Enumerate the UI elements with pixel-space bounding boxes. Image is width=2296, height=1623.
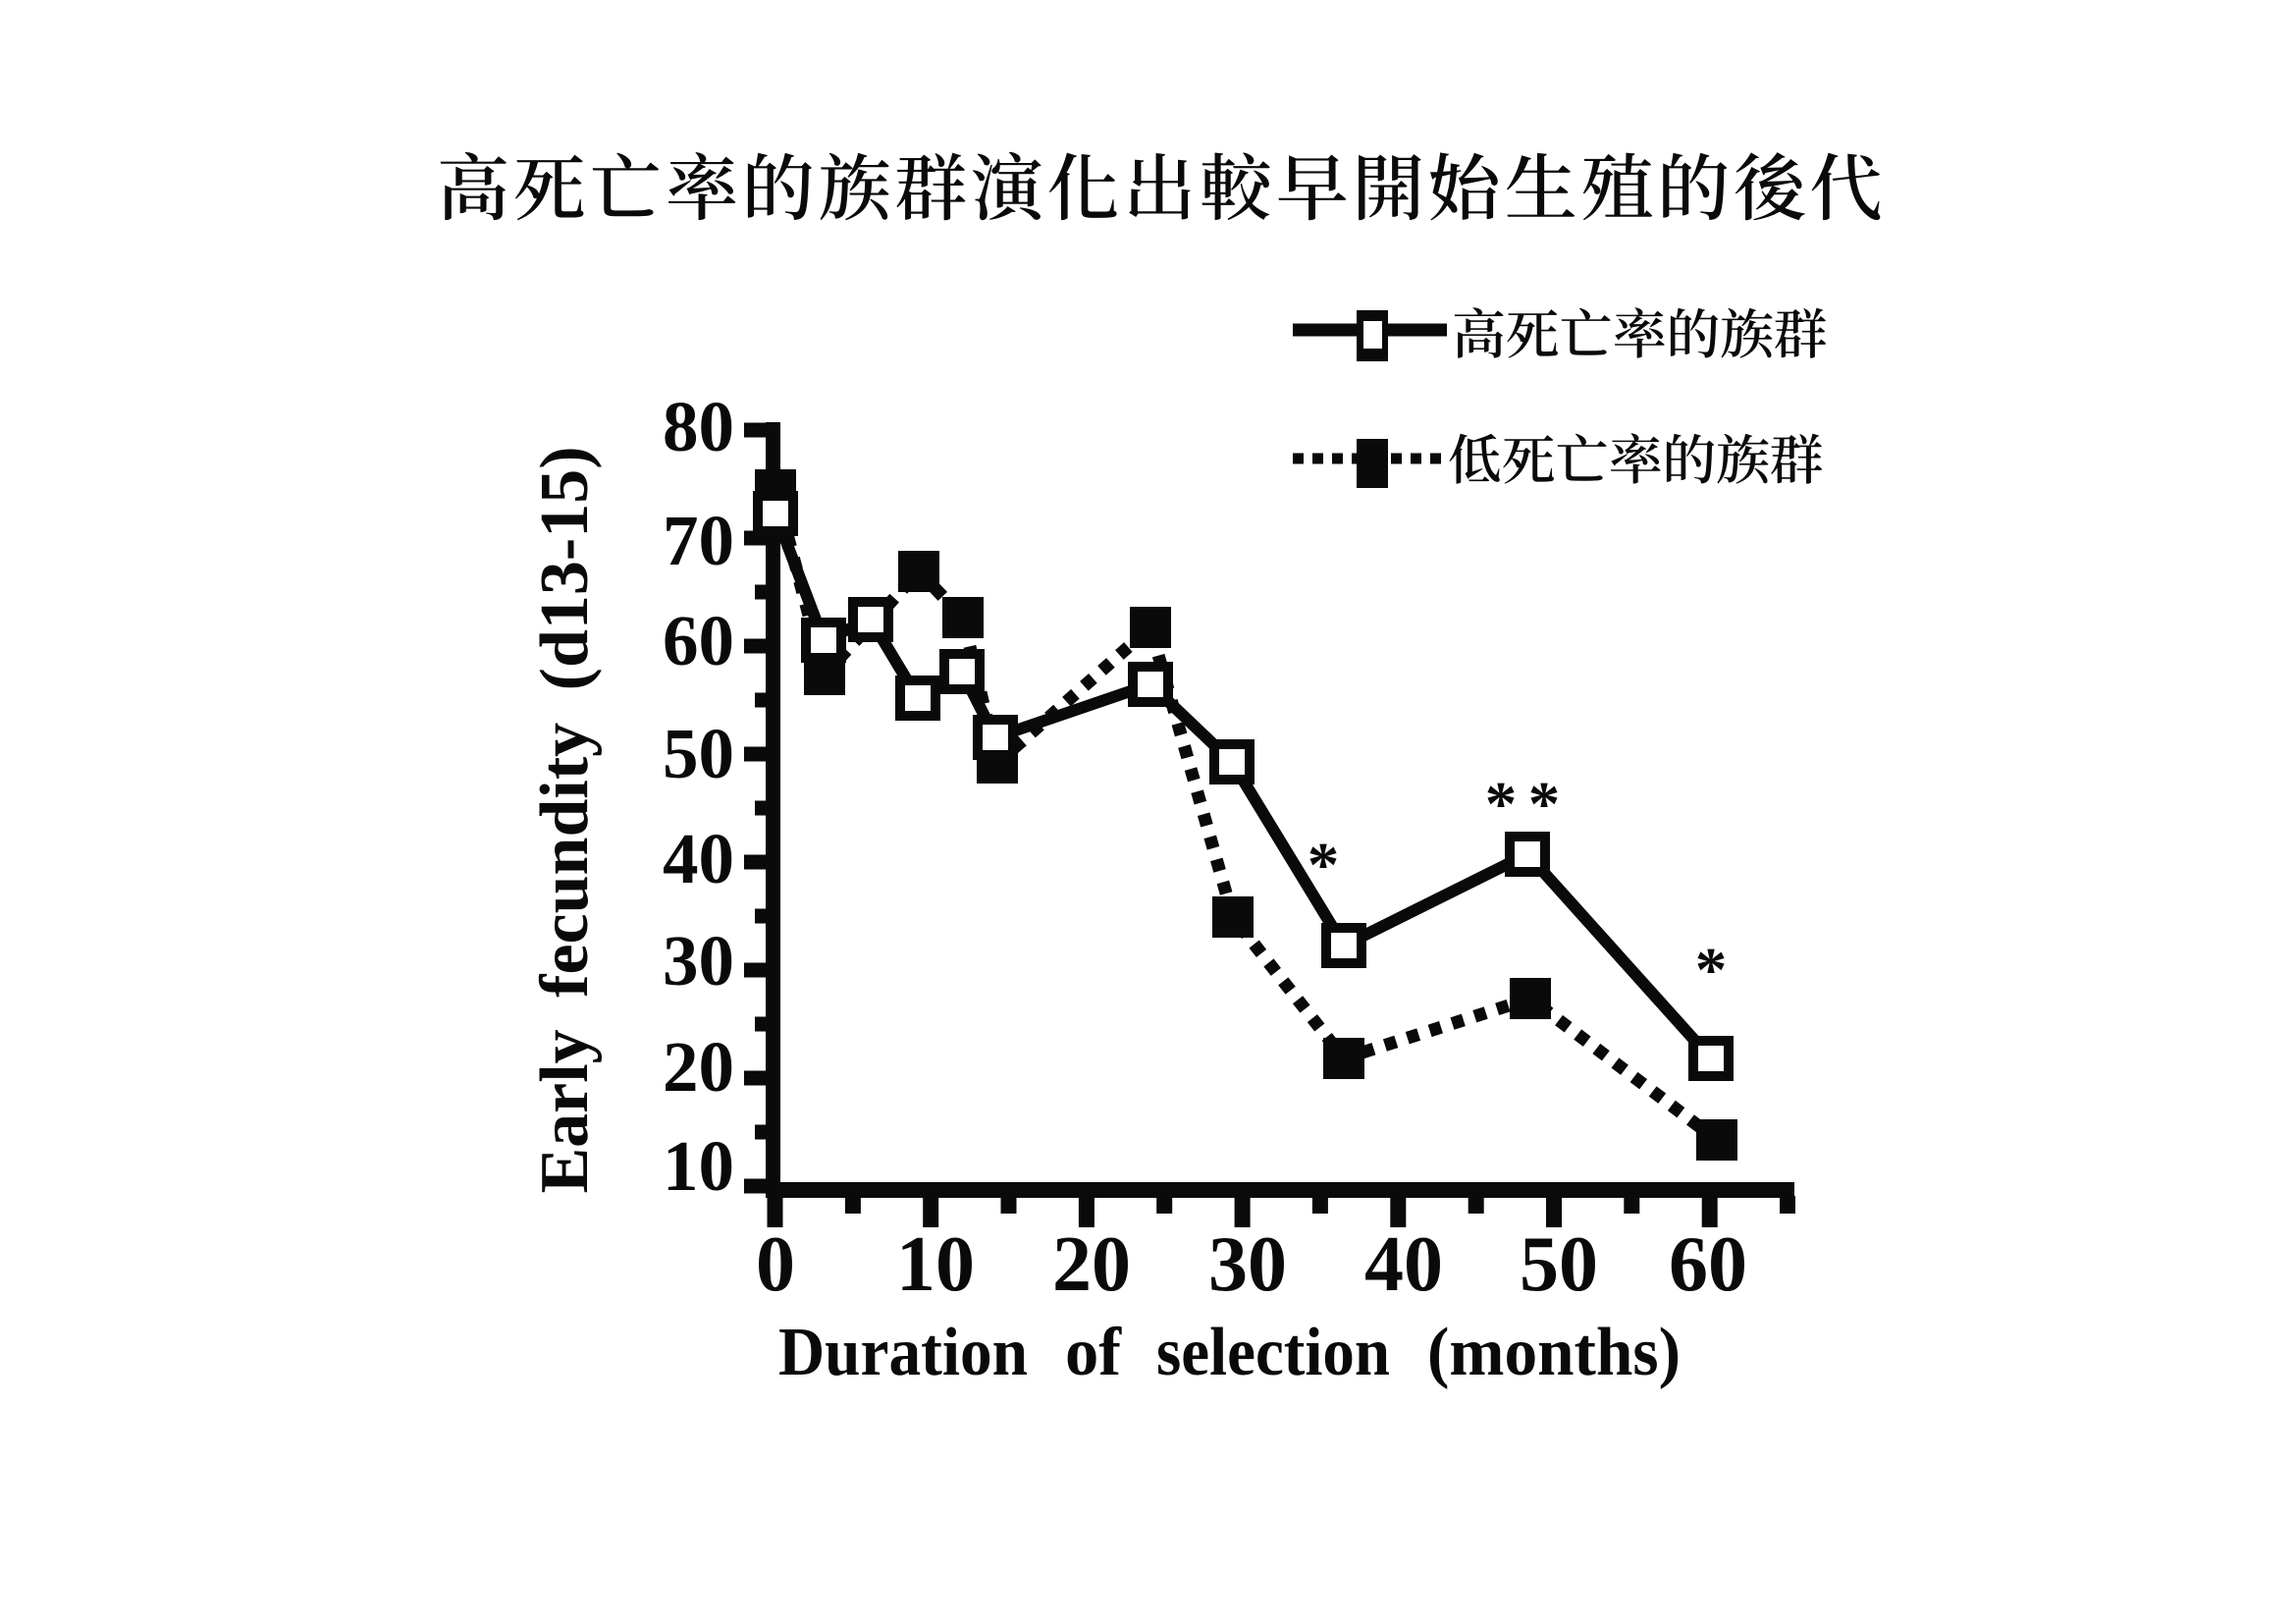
svg-text:50: 50 xyxy=(663,714,734,793)
svg-text:40: 40 xyxy=(1364,1221,1443,1308)
svg-text:50: 50 xyxy=(1520,1221,1598,1308)
svg-text:selection: selection xyxy=(1156,1315,1390,1390)
svg-text:10: 10 xyxy=(663,1126,734,1206)
svg-text:*: * xyxy=(1528,770,1561,840)
svg-text:of: of xyxy=(1065,1315,1122,1390)
svg-text:30: 30 xyxy=(1208,1221,1287,1308)
svg-text:10: 10 xyxy=(896,1221,975,1308)
svg-text:(months): (months) xyxy=(1427,1315,1681,1390)
svg-text:40: 40 xyxy=(663,819,734,898)
svg-text:*: * xyxy=(1695,936,1728,1006)
svg-text:Duration: Duration xyxy=(778,1315,1028,1390)
svg-text:*: * xyxy=(1485,770,1518,840)
svg-text:70: 70 xyxy=(663,501,734,580)
svg-text:Early fecundity (d13-15): Early fecundity (d13-15) xyxy=(527,446,603,1193)
svg-text:60: 60 xyxy=(1669,1221,1747,1308)
svg-text:20: 20 xyxy=(663,1027,734,1107)
svg-text:20: 20 xyxy=(1052,1221,1131,1308)
svg-text:30: 30 xyxy=(663,921,734,1001)
svg-text:0: 0 xyxy=(756,1221,795,1308)
svg-text:80: 80 xyxy=(663,387,734,466)
svg-text:60: 60 xyxy=(663,601,734,680)
